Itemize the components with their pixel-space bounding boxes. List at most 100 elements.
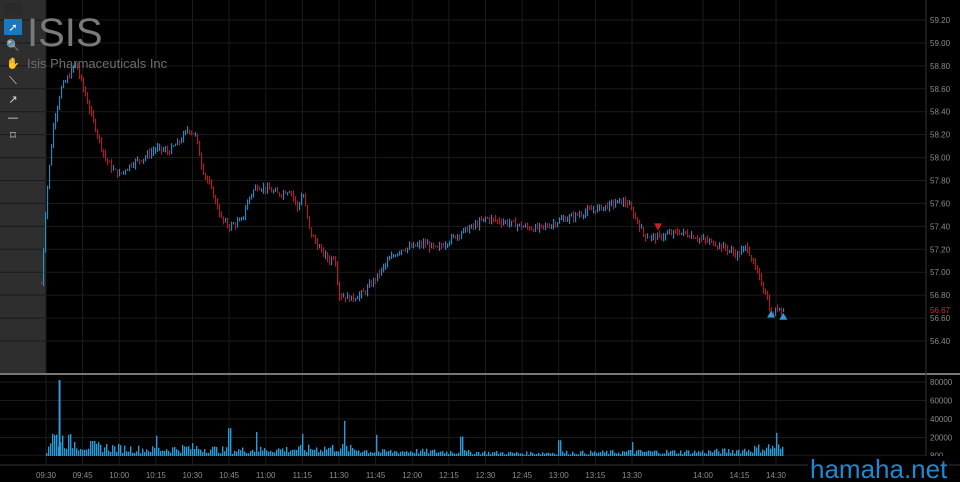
volume-bar (464, 450, 466, 456)
buy-marker (779, 312, 788, 320)
price-tick-label: 59.20 (930, 16, 951, 25)
volume-bar (560, 440, 562, 456)
volume-bar (294, 449, 296, 456)
volume-bar (446, 451, 448, 456)
volume-bar (606, 450, 608, 456)
volume-bar (204, 449, 206, 456)
volume-bar (462, 436, 464, 456)
volume-bar (718, 451, 720, 456)
volume-bar (714, 450, 716, 456)
volume-bar (162, 450, 164, 456)
volume-bar (68, 434, 70, 456)
volume-bar (280, 449, 282, 456)
volume-bar (188, 446, 190, 456)
volume-bar (118, 443, 120, 456)
volume-bar (558, 440, 560, 456)
volume-bar (502, 452, 504, 456)
volume-bar (418, 453, 420, 456)
volume-bar (556, 454, 558, 456)
line-tool-icon[interactable]: ⟍ (9, 74, 17, 87)
volume-bar (434, 449, 436, 456)
volume-bar (350, 444, 352, 456)
volume-bar (376, 434, 378, 456)
volume-bar (66, 448, 68, 456)
volume-bar (638, 449, 640, 456)
volume-bar (712, 452, 714, 456)
volume-bar (338, 451, 340, 456)
volume-bar (720, 453, 722, 456)
volume-bar (374, 452, 376, 456)
volume-bar (710, 451, 712, 456)
volume-bar (612, 450, 614, 456)
volume-bar (544, 453, 546, 456)
volume-bar (674, 450, 676, 456)
price-tick-label: 58.60 (930, 85, 951, 94)
rectangle-tool-icon[interactable]: ⌑ (10, 128, 16, 142)
volume-bar (120, 445, 122, 456)
volume-bar (296, 450, 298, 456)
volume-bar (114, 446, 116, 456)
zoom-tool-icon[interactable]: 🔍 (6, 38, 20, 52)
volume-bar (116, 451, 118, 456)
volume-bar (460, 436, 462, 456)
volume-bar (626, 451, 628, 456)
volume-bar (206, 452, 208, 456)
volume-bar (660, 454, 662, 456)
volume-bar (584, 453, 586, 456)
volume-bar (648, 450, 650, 456)
volume-bar (400, 451, 402, 456)
volume-bar (590, 450, 592, 456)
volume-bar (586, 454, 588, 456)
volume-bar (592, 452, 594, 456)
pan-hand-tool-icon[interactable]: ✋ (6, 56, 20, 70)
volume-bar (186, 446, 188, 456)
volume-bar (766, 447, 768, 456)
volume-bar (310, 448, 312, 456)
company-name: Isis Pharmaceuticals Inc (27, 56, 168, 71)
volume-bar (726, 452, 728, 456)
volume-bar (244, 451, 246, 456)
volume-bar (404, 452, 406, 456)
volume-bar (662, 453, 664, 456)
volume-bar (342, 444, 344, 456)
volume-bar (390, 450, 392, 456)
volume-bar (182, 445, 184, 456)
volume-bar (86, 449, 88, 456)
volume-bar (148, 451, 150, 456)
last-price-label: 56.67 (930, 306, 951, 315)
volume-bar (230, 428, 232, 456)
volume-bar (696, 452, 698, 456)
arrow-tool-icon[interactable]: ↗ (8, 92, 18, 106)
volume-bar (232, 453, 234, 456)
toolbar-grip[interactable] (4, 3, 22, 15)
volume-bar (262, 450, 264, 456)
volume-bar (380, 452, 382, 456)
volume-bar (72, 448, 74, 456)
volume-bar (672, 450, 674, 456)
volume-bar (744, 448, 746, 456)
grid (0, 0, 926, 465)
volume-bar (474, 453, 476, 456)
pointer-tool-icon[interactable]: ➚ (4, 19, 22, 35)
volume-bar (366, 450, 368, 456)
volume-bar (308, 444, 310, 456)
volume-bar (504, 454, 506, 456)
volume-bar (316, 447, 318, 456)
volume-bar (406, 451, 408, 456)
volume-bar (318, 452, 320, 456)
horizontal-line-tool-icon[interactable]: — (7, 110, 19, 124)
volume-bar (258, 451, 260, 456)
volume-bar (276, 449, 278, 456)
volume-bar (248, 453, 250, 456)
volume-bar (452, 452, 454, 456)
volume-bar (362, 451, 364, 456)
volume-bar (90, 441, 92, 456)
volume-bar (724, 448, 726, 456)
time-tick-label: 11:00 (256, 471, 276, 480)
volume-bar (472, 454, 474, 456)
volume-bar (156, 435, 158, 456)
volume-bar (164, 450, 166, 456)
volume-bar (60, 442, 62, 456)
